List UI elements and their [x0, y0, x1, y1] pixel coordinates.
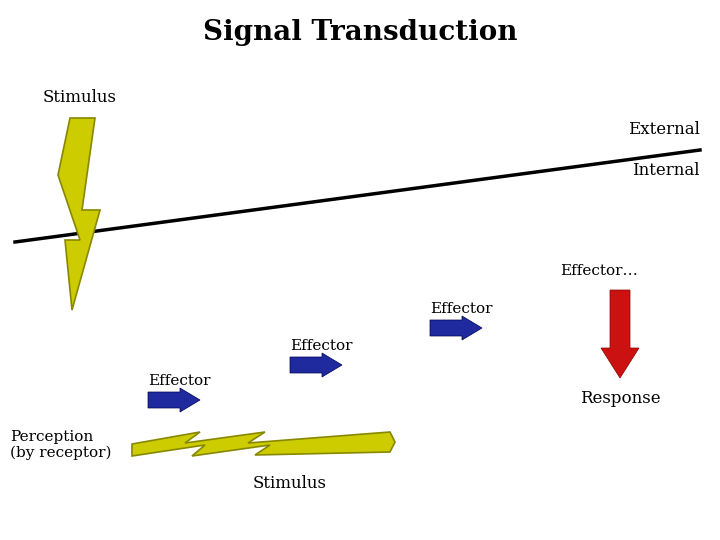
Text: Signal Transduction: Signal Transduction — [203, 18, 517, 45]
Text: Effector…: Effector… — [560, 264, 638, 278]
FancyArrow shape — [148, 388, 200, 412]
Text: Internal: Internal — [632, 162, 700, 179]
Text: Effector: Effector — [430, 302, 492, 316]
Polygon shape — [58, 118, 100, 310]
Text: Stimulus: Stimulus — [253, 475, 327, 492]
Text: Effector: Effector — [290, 339, 353, 353]
Text: External: External — [628, 121, 700, 138]
FancyArrow shape — [430, 316, 482, 340]
Text: Perception
(by receptor): Perception (by receptor) — [10, 430, 112, 460]
Text: Effector: Effector — [148, 374, 210, 388]
Polygon shape — [132, 432, 395, 456]
FancyArrow shape — [290, 353, 342, 377]
Text: Stimulus: Stimulus — [43, 89, 117, 106]
Text: Response: Response — [580, 390, 660, 407]
FancyArrow shape — [601, 290, 639, 378]
